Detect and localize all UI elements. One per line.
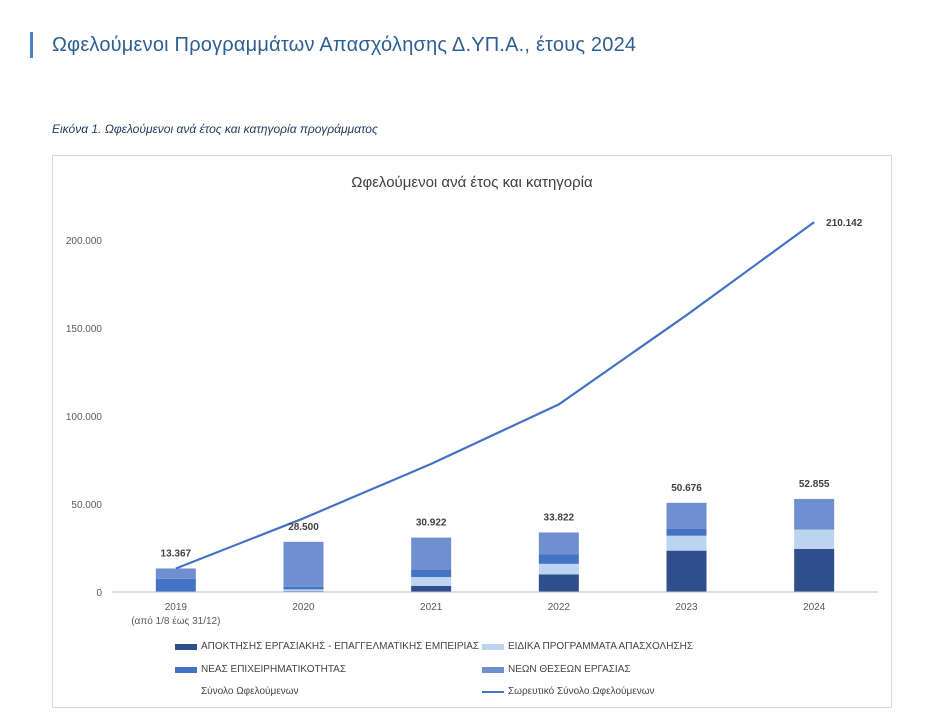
legend-label: Σωρευτικό Σύνολο Ωφελούμενων [508,686,655,697]
x-tick-label: 2021 [420,602,443,613]
bar-segment [411,537,452,570]
bar-segment [666,535,707,551]
y-tick-label: 200.000 [66,236,103,247]
legend-item-s4: ΝΕΩΝ ΘΕΣΕΩΝ ΕΡΓΑΣΙΑΣ [482,664,631,675]
cumulative-end-label: 210.142 [826,218,863,229]
bar-segment [155,578,196,592]
total-label: 33.822 [544,512,575,523]
x-tick-sublabel: (από 1/8 έως 31/12) [131,615,220,627]
total-label: 13.367 [161,548,192,559]
legend-item-s3: ΝΕΑΣ ΕΠΙΧΕΙΡΗΜΑΤΙΚΟΤΗΤΑΣ [175,664,346,675]
chart-title: Ωφελούμενοι ανά έτος και κατηγορία [351,174,593,191]
y-axis: 0 50.000 100.000 150.000 200.000 [66,236,103,599]
x-tick-label: 2022 [548,602,571,613]
cumulative-line [175,221,815,570]
y-tick-label: 50.000 [71,500,102,511]
legend-label: ΑΠΟΚΤΗΣΗΣ ΕΡΓΑΣΙΑΚΗΣ - ΕΠΑΓΓΕΛΜΑΤΙΚΗΣ ΕΜ… [201,641,480,652]
title-accent-bar [30,32,33,58]
y-tick-label: 100.000 [66,412,103,423]
bar-segment [538,532,579,555]
figure-caption: Εικόνα 1. Ωφελούμενοι ανά έτος και κατηγ… [52,122,378,136]
y-tick-label: 150.000 [66,324,103,335]
legend-swatch [482,643,504,650]
bar-segment [538,574,579,592]
total-label: 52.855 [799,479,830,490]
x-tick-label: 2020 [292,602,315,613]
legend-swatch [175,643,197,650]
chart-frame [52,155,892,708]
legend-item-totals: Σύνολο Ωφελούμενων [175,686,299,697]
x-axis: 2019 (από 1/8 έως 31/12) 2020 2021 2022 2023 2… [112,591,878,627]
legend-item-s2: ΕΙΔΙΚΑ ΠΡΟΓΡΑΜΜΑΤΑ ΑΠΑΣΧΟΛΗΣΗΣ [482,641,693,652]
bar-segment [283,586,324,590]
bar-segment [283,541,324,587]
bar-segment [666,502,707,529]
bar-segment [794,498,835,530]
bar-segment [155,568,196,579]
bars-group [155,498,835,592]
legend-line-swatch [482,690,504,693]
bar-segment [794,529,835,549]
legend-item-cumulative: Σωρευτικό Σύνολο Ωφελούμενων [482,686,655,697]
y-tick-label: 0 [96,588,102,599]
x-tick-label: 2023 [675,602,698,613]
bar-segment [538,554,579,564]
bar-segment [411,585,452,592]
legend-label: ΕΙΔΙΚΑ ΠΡΟΓΡΑΜΜΑΤΑ ΑΠΑΣΧΟΛΗΣΗΣ [508,641,694,652]
legend-label: ΝΕΑΣ ΕΠΙΧΕΙΡΗΜΑΤΙΚΟΤΗΤΑΣ [201,664,347,675]
bar-segment [794,548,835,592]
legend-label: Σύνολο Ωφελούμενων [201,686,299,697]
bar-segment [666,528,707,536]
legend-item-s1: ΑΠΟΚΤΗΣΗΣ ΕΡΓΑΣΙΑΚΗΣ - ΕΠΑΓΓΕΛΜΑΤΙΚΗΣ ΕΜ… [175,641,479,652]
bar-segment [538,563,579,575]
total-label: 30.922 [416,518,447,529]
total-label: 50.676 [671,483,702,494]
x-tick-label: 2024 [803,602,826,613]
bar-segment [283,589,324,592]
bar-segment [666,550,707,592]
cumulative-line-group: 210.142 [175,218,863,570]
legend-label: ΝΕΩΝ ΘΕΣΕΩΝ ΕΡΓΑΣΙΑΣ [508,664,631,675]
page-title: Ωφελούμενοι Προγραμμάτων Απασχόλησης Δ.Υ… [52,34,637,56]
total-label: 28.500 [288,522,319,533]
bar-segment [411,570,452,578]
legend-swatch [175,689,197,695]
bar-segment [411,577,452,586]
legend-swatch [175,666,197,673]
total-labels-group: 13.367 28.500 30.922 33.822 50.676 52.855 [161,479,830,559]
x-tick-label: 2019 [165,602,188,613]
legend-swatch [482,666,504,673]
